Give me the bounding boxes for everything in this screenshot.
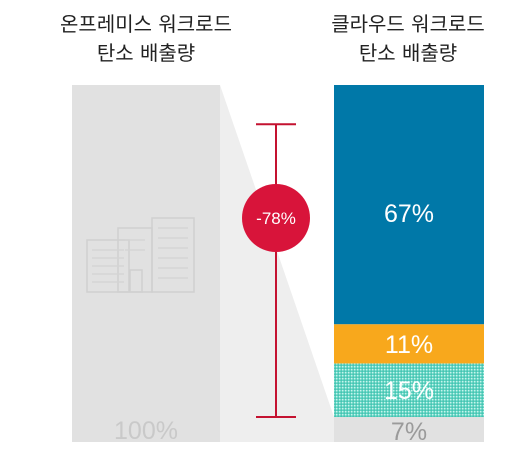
onprem-title-line-1: 온프레미스 워크로드 (60, 12, 232, 36)
onprem-bar (72, 85, 220, 442)
cloud-title-line-2: 탄소 배출량 (359, 41, 457, 65)
cloud-segment-label-11: 11% (385, 331, 433, 359)
onprem-value-label: 100% (114, 417, 178, 445)
reduction-badge (242, 184, 310, 252)
reduction-badge-label: -78% (256, 209, 296, 228)
cloud-title-line-1: 클라우드 워크로드 (331, 12, 485, 36)
cloud-segment-label-15: 15% (384, 377, 434, 405)
cloud-segment-label-67: 67% (384, 200, 434, 228)
cloud-segment-7 (334, 417, 484, 442)
cloud-stacked-bar: 7% 15% 11% 67% (334, 85, 484, 446)
cloud-segment-67 (334, 85, 484, 325)
reduction-bracket (256, 123, 296, 419)
onprem-title-line-2: 탄소 배출량 (97, 41, 195, 65)
cloud-segment-11 (334, 324, 484, 364)
office-buildings-icon (86, 217, 195, 293)
cloud-segment-label-7: 7% (391, 418, 427, 446)
cloud-segment-15 (334, 363, 484, 418)
